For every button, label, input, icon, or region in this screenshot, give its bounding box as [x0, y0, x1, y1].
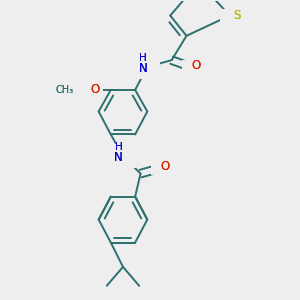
Text: O: O — [191, 58, 200, 72]
Text: H: H — [139, 53, 147, 63]
Text: O: O — [90, 83, 99, 96]
Text: CH₃: CH₃ — [56, 85, 74, 95]
FancyBboxPatch shape — [86, 83, 104, 97]
FancyBboxPatch shape — [60, 83, 91, 97]
Text: S: S — [233, 9, 240, 22]
FancyBboxPatch shape — [182, 60, 199, 74]
Text: H: H — [115, 142, 122, 152]
Text: CH₃: CH₃ — [56, 85, 74, 95]
Text: N: N — [139, 62, 147, 75]
Text: O: O — [90, 83, 99, 96]
Text: N: N — [114, 151, 123, 164]
FancyBboxPatch shape — [110, 144, 136, 168]
Text: H: H — [115, 142, 122, 152]
Text: N: N — [139, 62, 147, 75]
Text: H: H — [139, 53, 147, 63]
Text: O: O — [191, 58, 200, 72]
FancyBboxPatch shape — [220, 8, 239, 22]
Text: O: O — [160, 160, 170, 173]
FancyBboxPatch shape — [151, 161, 168, 175]
Text: S: S — [233, 9, 240, 22]
Text: O: O — [160, 160, 170, 173]
Text: N: N — [114, 151, 123, 164]
FancyBboxPatch shape — [134, 55, 160, 79]
